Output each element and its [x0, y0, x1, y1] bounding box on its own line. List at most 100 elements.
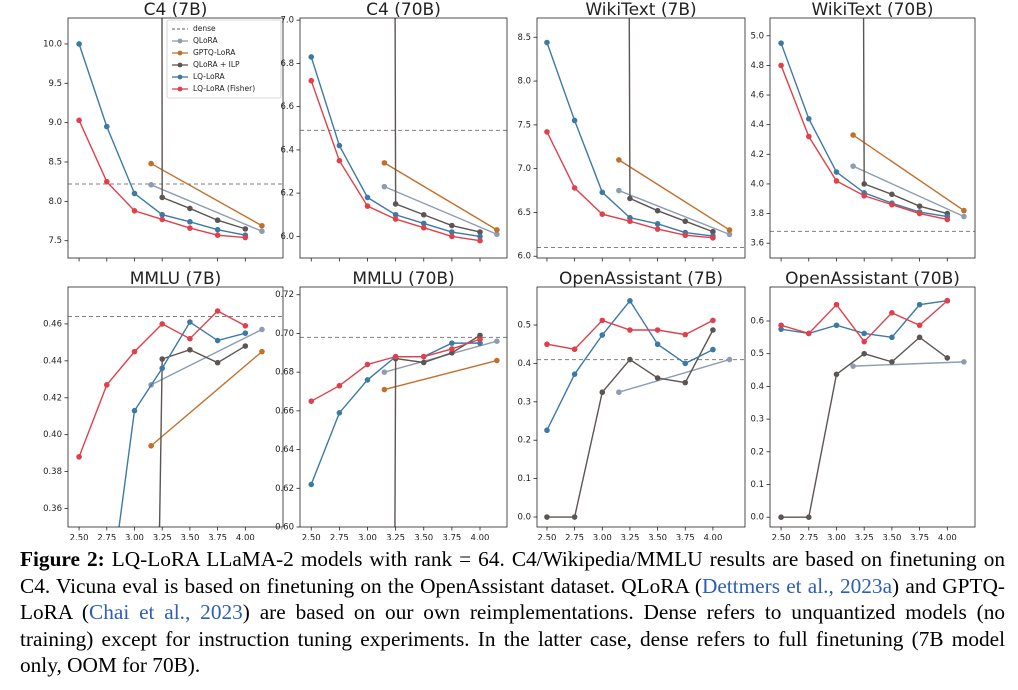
series-line [546, 299, 714, 431]
y-tick-label: 4.4 [750, 120, 764, 130]
series-line [384, 162, 498, 231]
data-point [477, 332, 483, 339]
data-point [187, 319, 193, 325]
plot-area [770, 18, 975, 232]
data-point [627, 298, 633, 304]
y-tick-label: 7.5 [517, 120, 531, 130]
data-point [682, 218, 689, 225]
legend-box [166, 19, 282, 99]
plot-area [68, 18, 283, 241]
series-line [618, 189, 730, 236]
data-point [159, 356, 166, 362]
chart-title: WikiText (7B) [585, 0, 696, 20]
data-point [616, 187, 622, 194]
data-point [833, 178, 840, 184]
x-tick-label: 4.00 [703, 534, 722, 541]
legend-label: GPTQ-LoRA [193, 48, 236, 57]
data-point [571, 514, 578, 520]
y-tick-label: 0.66 [275, 406, 294, 416]
data-point [308, 398, 315, 404]
data-point [571, 185, 578, 191]
y-tick-label: 0.72 [275, 290, 294, 300]
series-line [628, 18, 714, 233]
series-line [852, 134, 965, 212]
data-point [103, 178, 110, 185]
data-point [477, 229, 483, 235]
data-point [599, 211, 606, 218]
data-point [364, 203, 371, 209]
data-point [187, 205, 193, 212]
data-point [654, 221, 661, 227]
citation-link[interactable]: Dettmers et al., 2023a [701, 573, 893, 598]
x-tick-label: 3.25 [855, 534, 874, 541]
data-point [599, 389, 606, 396]
data-point [805, 514, 812, 520]
y-tick-label: 5.0 [750, 31, 764, 41]
series-line [862, 18, 948, 215]
data-point [259, 348, 265, 355]
y-tick-label: 0.2 [517, 436, 531, 446]
data-point [381, 183, 388, 190]
caption: Figure 2: LQ-LoRA LLaMA-2 models with ra… [20, 546, 1005, 679]
y-tick-label: 0.40 [43, 430, 62, 440]
caption-label: Figure 2: [20, 547, 105, 571]
y-tick-label: 6.2 [280, 189, 294, 199]
data-point [889, 334, 895, 341]
data-point [336, 410, 343, 416]
data-point [944, 216, 951, 223]
x-tick-label: 3.50 [882, 534, 901, 541]
subplot: WikiText (7B) 6.0 6.5 7.0 7.5 8.0 8.5 [517, 0, 746, 262]
series-line [118, 321, 246, 527]
data-point [961, 359, 967, 365]
data-point [214, 217, 221, 224]
chart-title: OpenAssistant (70B) [785, 269, 960, 289]
y-tick-label: 0.68 [275, 368, 294, 378]
data-point [242, 330, 249, 336]
subplot: OpenAssistant (70B) 2.50 2.75 3.00 3.25 3.50 3… [750, 269, 976, 541]
caption-text: ) and GPTQ-LoRA ( [20, 573, 1005, 625]
axes-frame [299, 286, 508, 528]
axes-frame [299, 17, 508, 259]
data-point [308, 54, 315, 60]
data-point [308, 481, 315, 488]
data-point [571, 346, 578, 353]
citation-link[interactable]: Chai et al., 2023 [89, 600, 243, 625]
axes-frame [769, 286, 976, 528]
data-point [449, 350, 455, 356]
data-point [710, 317, 716, 324]
data-point [544, 341, 550, 348]
data-point [654, 375, 661, 381]
x-tick-label: 2.75 [799, 534, 818, 541]
x-tick-label: 3.25 [386, 534, 405, 541]
data-point [726, 356, 733, 363]
caption-text: LQ-LoRA LLaMA-2 models with rank = 64. C… [20, 547, 1005, 598]
data-point [242, 343, 249, 349]
legend-label: dense [193, 24, 216, 33]
data-point [148, 442, 154, 449]
x-tick-label: 2.50 [772, 534, 791, 541]
data-point [131, 407, 138, 414]
data-point [889, 191, 895, 198]
figure: C4 (7B) 7.5 8.0 8.5 9.0 9.5 10.0 dense QLoRA GPTQ… [43, 0, 976, 541]
data-point [861, 192, 867, 199]
data-point [944, 355, 951, 361]
data-point [627, 356, 633, 363]
data-point [627, 327, 633, 333]
y-tick-label: 6.0 [280, 232, 294, 242]
x-tick-label: 4.00 [236, 534, 255, 541]
y-tick-label: 4.0 [750, 179, 764, 189]
series-line [618, 358, 730, 393]
caption-text: ) are based on our own reimplementations… [20, 600, 1006, 678]
data-point [710, 228, 716, 235]
x-tick-label: 2.75 [565, 534, 584, 541]
y-tick-label: 0.3 [517, 397, 531, 407]
x-tick-label: 3.75 [208, 534, 227, 541]
x-tick-label: 2.50 [537, 534, 556, 541]
data-point [710, 235, 716, 241]
y-tick-label: 8.0 [48, 197, 62, 207]
y-tick-label: 4.6 [750, 91, 764, 101]
data-point [477, 340, 483, 346]
data-point [420, 211, 427, 218]
x-tick-label: 3.00 [827, 534, 846, 541]
data-point [187, 346, 193, 353]
